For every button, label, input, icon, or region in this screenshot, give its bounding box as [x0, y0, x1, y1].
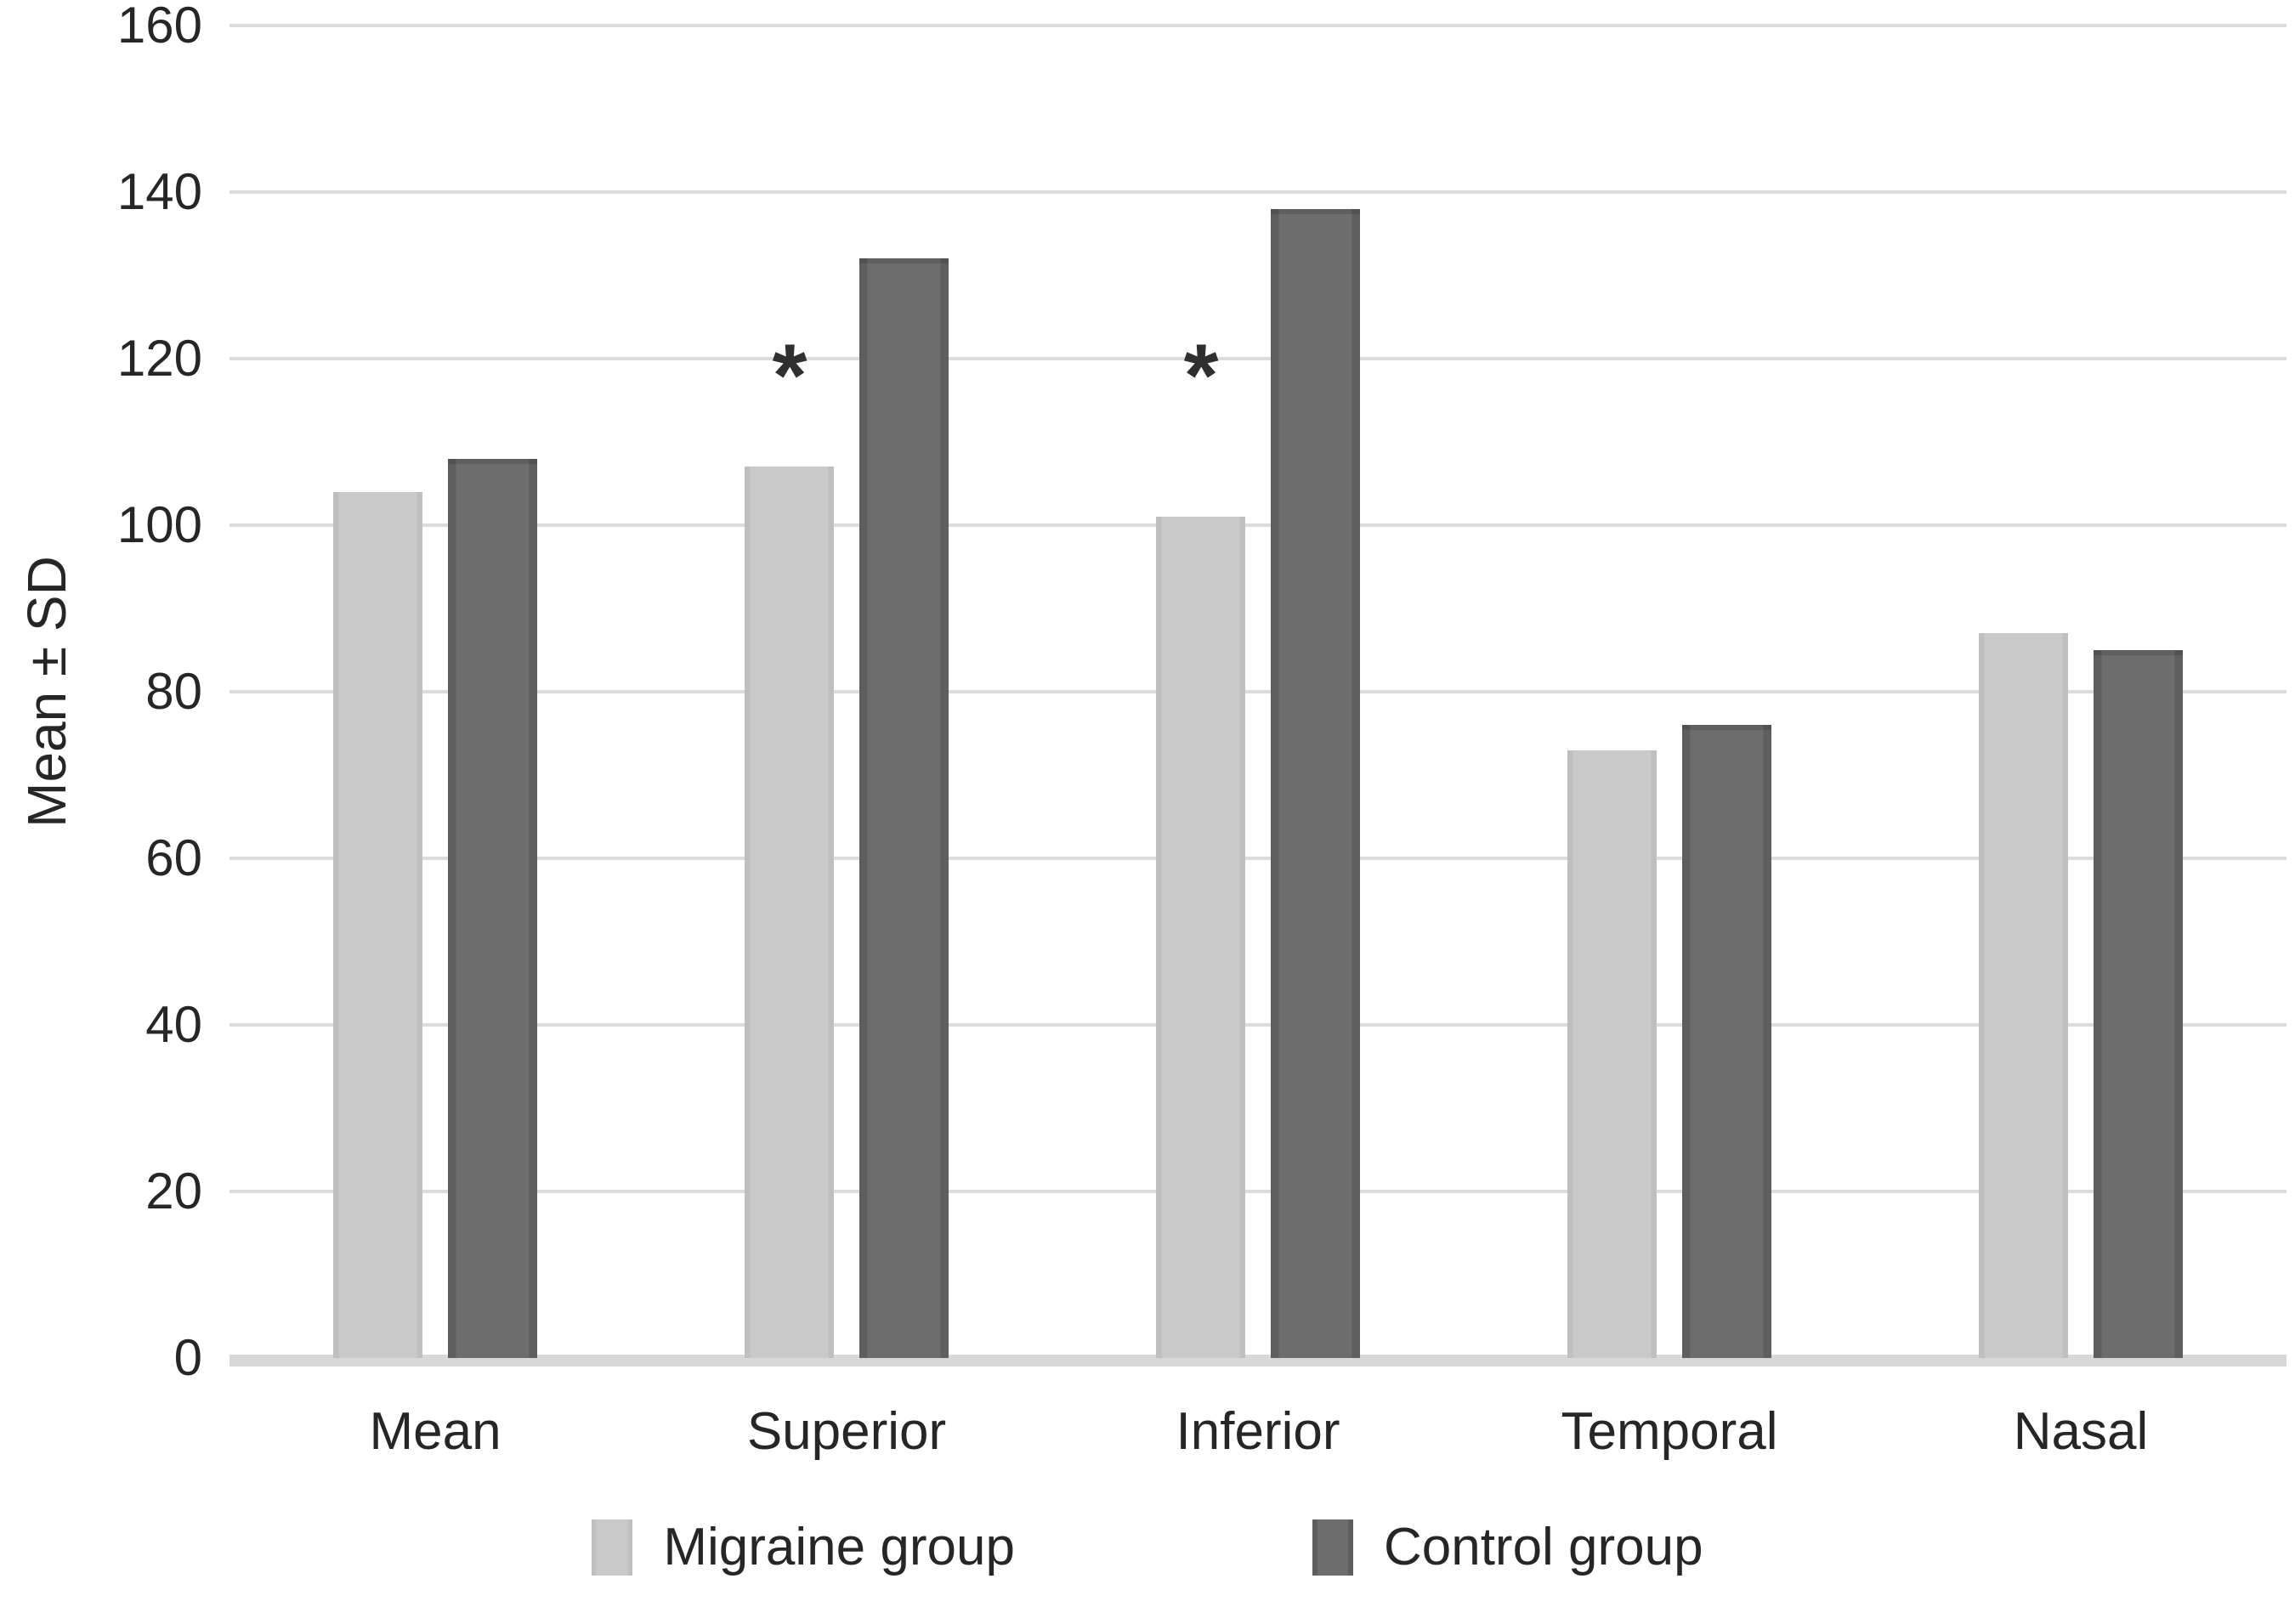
- bar-control-group: [859, 258, 949, 1358]
- plot-area: * *: [230, 24, 2286, 1367]
- x-category-label: Nasal: [2013, 1402, 2149, 1461]
- x-category-label: Inferior: [1176, 1402, 1340, 1461]
- bar-group-temporal: [1464, 25, 1875, 1358]
- legend-label: Migraine group: [663, 1518, 1015, 1576]
- legend: Migraine group Control group: [0, 1518, 2295, 1577]
- gridline: [230, 690, 2286, 693]
- x-category-label: Superior: [746, 1402, 947, 1461]
- significance-asterisk: *: [772, 325, 808, 426]
- bar-migraine-group: [745, 467, 834, 1358]
- bar-group-nasal: [1875, 25, 2286, 1358]
- bar-control-group: [448, 458, 537, 1358]
- gridline: [230, 857, 2286, 860]
- bar-control-group: [2094, 650, 2183, 1358]
- legend-item: Control group: [1312, 1518, 1703, 1577]
- y-tick-label: 100: [116, 496, 202, 553]
- y-tick-label: 20: [145, 1163, 202, 1219]
- y-tick-label: 40: [145, 996, 202, 1053]
- y-tick-label: 60: [145, 829, 202, 886]
- bar-control-group: [1682, 725, 1771, 1358]
- legend-swatch-migraine-group: [592, 1519, 633, 1576]
- bar-group-superior: *: [641, 25, 1052, 1358]
- bar-pair: [230, 25, 641, 1358]
- y-tick-label: 0: [173, 1329, 202, 1386]
- x-category-label: Temporal: [1561, 1402, 1778, 1461]
- bar-migraine-group: [333, 491, 422, 1358]
- bar-pair: [1052, 25, 1464, 1358]
- gridline: [230, 1023, 2286, 1027]
- bar-control-group: [1271, 208, 1360, 1358]
- legend-swatch-control-group: [1312, 1519, 1353, 1576]
- gridline: [230, 1190, 2286, 1193]
- x-category-label: Mean: [369, 1402, 502, 1461]
- x-axis-line: [230, 1355, 2286, 1367]
- legend-item: Migraine group: [592, 1518, 1015, 1577]
- y-tick-label: 120: [116, 330, 202, 387]
- legend-label: Control group: [1383, 1518, 1703, 1576]
- y-tick-label: 80: [145, 663, 202, 720]
- bar-migraine-group: [1979, 633, 2068, 1358]
- gridline: [230, 523, 2286, 527]
- y-tick-label: 140: [116, 163, 202, 220]
- gridline: [230, 24, 2286, 27]
- gridline: [230, 357, 2286, 360]
- significance-asterisk: *: [1183, 325, 1219, 426]
- bar-migraine-group: [1156, 517, 1245, 1358]
- bar-group-mean: [230, 25, 641, 1358]
- bar-pair: [641, 25, 1052, 1358]
- y-tick-label: 160: [116, 0, 202, 54]
- gridline: [230, 190, 2286, 194]
- bar-pair: [1464, 25, 1875, 1358]
- bar-groups: * *: [230, 25, 2286, 1358]
- bar-pair: [1875, 25, 2286, 1358]
- bar-migraine-group: [1567, 750, 1657, 1358]
- bar-group-inferior: *: [1052, 25, 1464, 1358]
- x-axis-category-labels: Mean Superior Inferior Temporal Nasal: [230, 1400, 2286, 1463]
